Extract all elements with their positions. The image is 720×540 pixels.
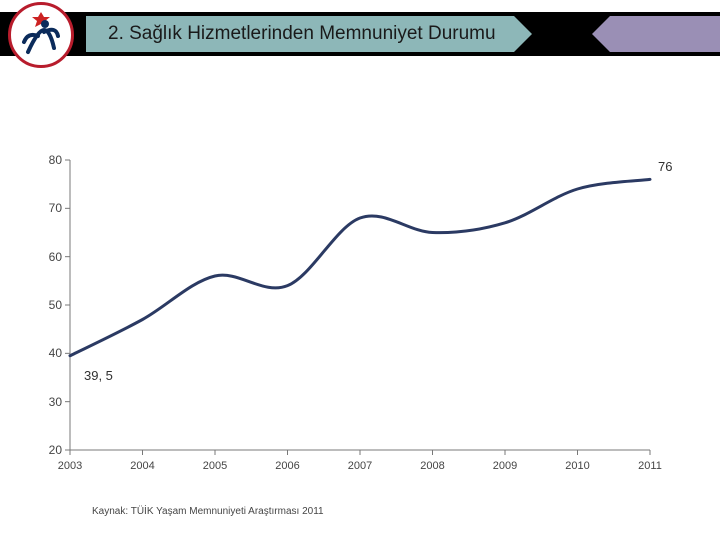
y-tick-label: 20 — [32, 443, 62, 457]
source-text: Kaynak: TÜİK Yaşam Memnuniyeti Araştırma… — [92, 506, 324, 517]
y-tick-label: 40 — [32, 346, 62, 360]
y-tick-label: 60 — [32, 250, 62, 264]
y-tick-label: 30 — [32, 395, 62, 409]
logo-figure-icon — [8, 2, 74, 68]
page-title: 2. Sağlık Hizmetlerinden Memnuniyet Duru… — [86, 16, 514, 52]
y-tick-label: 80 — [32, 153, 62, 167]
y-tick-label: 70 — [32, 201, 62, 215]
ribbon-arrow-icon — [514, 16, 532, 52]
ministry-logo — [8, 2, 74, 68]
title-ribbon: 2. Sağlık Hizmetlerinden Memnuniyet Duru… — [86, 16, 532, 52]
y-tick-label: 50 — [32, 298, 62, 312]
end-value-label: 76 — [658, 159, 672, 174]
satisfaction-line-chart: 2030405060708020032004200520062007200820… — [70, 160, 660, 480]
header-right-accent — [610, 16, 720, 52]
data-line — [70, 179, 650, 355]
start-value-label: 39, 5 — [84, 368, 113, 383]
